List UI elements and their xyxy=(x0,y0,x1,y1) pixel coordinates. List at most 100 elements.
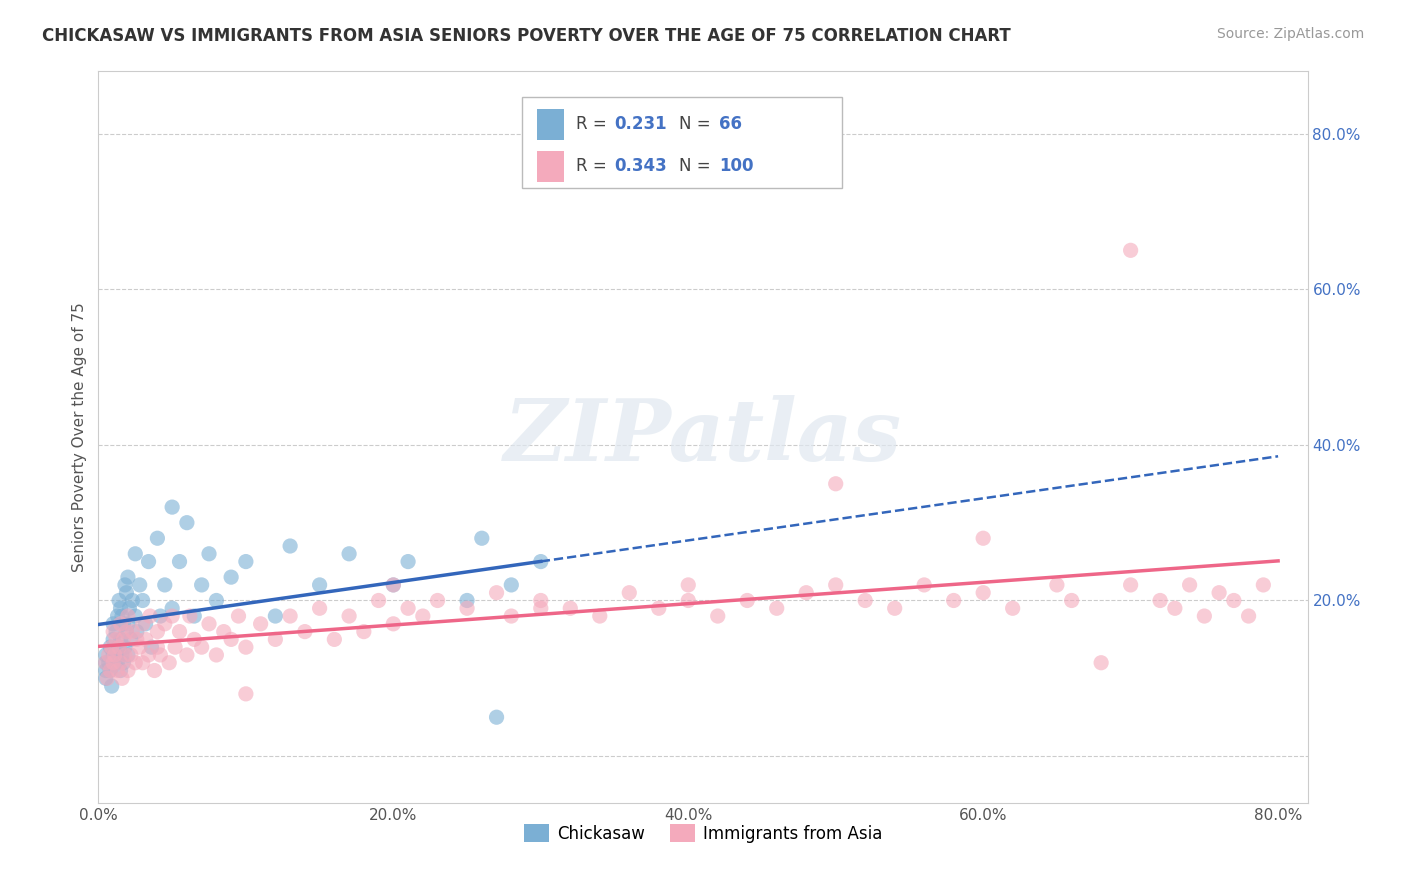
Point xyxy=(883,601,905,615)
Point xyxy=(128,640,150,655)
Point xyxy=(146,531,169,545)
Point xyxy=(111,648,134,662)
Point xyxy=(678,593,700,607)
Point xyxy=(382,578,405,592)
Point xyxy=(105,624,128,639)
Point xyxy=(141,640,163,655)
Point xyxy=(382,578,405,592)
Point xyxy=(235,555,257,569)
Point xyxy=(337,547,360,561)
Point xyxy=(794,585,817,599)
Text: 66: 66 xyxy=(718,115,742,133)
Point xyxy=(94,656,117,670)
Point xyxy=(94,671,117,685)
Point xyxy=(115,624,138,639)
Point xyxy=(117,570,139,584)
Point xyxy=(219,632,242,647)
Point xyxy=(114,640,136,655)
Point xyxy=(235,687,257,701)
Point xyxy=(110,601,132,615)
Point xyxy=(824,476,846,491)
Point xyxy=(110,616,132,631)
Point xyxy=(367,593,389,607)
Point xyxy=(160,500,183,515)
Point xyxy=(530,593,553,607)
Point xyxy=(396,555,419,569)
Point xyxy=(138,555,160,569)
Point xyxy=(98,664,121,678)
Point xyxy=(412,609,434,624)
Point xyxy=(169,555,191,569)
Point xyxy=(560,601,582,615)
Point xyxy=(456,593,478,607)
Point xyxy=(160,601,183,615)
Point xyxy=(118,601,141,615)
Point xyxy=(117,664,139,678)
Point xyxy=(396,601,419,615)
Text: R =: R = xyxy=(576,157,612,175)
Point xyxy=(1046,578,1069,592)
Point xyxy=(678,578,700,592)
Point xyxy=(107,656,129,670)
Point xyxy=(114,648,136,662)
Point xyxy=(337,609,360,624)
FancyBboxPatch shape xyxy=(537,109,564,139)
Point xyxy=(149,648,172,662)
Point xyxy=(117,616,139,631)
Point xyxy=(1090,656,1112,670)
Point xyxy=(1237,609,1260,624)
Point xyxy=(117,609,139,624)
Point xyxy=(179,609,201,624)
Point xyxy=(96,671,118,685)
Point xyxy=(1001,601,1024,615)
Point xyxy=(112,616,135,631)
Point xyxy=(294,624,316,639)
Point xyxy=(735,593,758,607)
Point xyxy=(485,585,508,599)
FancyBboxPatch shape xyxy=(537,151,564,182)
Point xyxy=(94,656,117,670)
Point xyxy=(183,632,205,647)
Point xyxy=(131,656,153,670)
Point xyxy=(131,616,153,631)
Point xyxy=(264,609,287,624)
Point xyxy=(205,648,228,662)
Point xyxy=(589,609,612,624)
Point xyxy=(308,601,330,615)
Point xyxy=(124,609,146,624)
Point xyxy=(121,593,143,607)
Point xyxy=(114,578,136,592)
Point xyxy=(824,578,846,592)
Point xyxy=(120,648,142,662)
Point xyxy=(108,640,131,655)
Point xyxy=(648,601,671,615)
Point xyxy=(353,624,375,639)
Point xyxy=(249,616,271,631)
Point xyxy=(101,656,124,670)
Point xyxy=(125,624,148,639)
Point xyxy=(190,640,212,655)
Point xyxy=(706,609,728,624)
Point xyxy=(176,648,198,662)
Point xyxy=(278,539,301,553)
Point xyxy=(101,648,124,662)
Point xyxy=(101,632,124,647)
Point xyxy=(530,555,553,569)
Point xyxy=(101,624,124,639)
Text: 0.343: 0.343 xyxy=(614,157,668,175)
Point xyxy=(108,593,131,607)
Point xyxy=(105,648,128,662)
Point xyxy=(190,578,212,592)
Point xyxy=(112,632,135,647)
Point xyxy=(264,632,287,647)
Point xyxy=(112,656,135,670)
Point xyxy=(115,624,138,639)
Point xyxy=(530,601,553,615)
Point xyxy=(160,609,183,624)
Point xyxy=(107,609,129,624)
Text: Source: ZipAtlas.com: Source: ZipAtlas.com xyxy=(1216,27,1364,41)
Point xyxy=(456,601,478,615)
Legend: Chickasaw, Immigrants from Asia: Chickasaw, Immigrants from Asia xyxy=(517,818,889,849)
Point xyxy=(125,632,148,647)
Point xyxy=(323,632,346,647)
